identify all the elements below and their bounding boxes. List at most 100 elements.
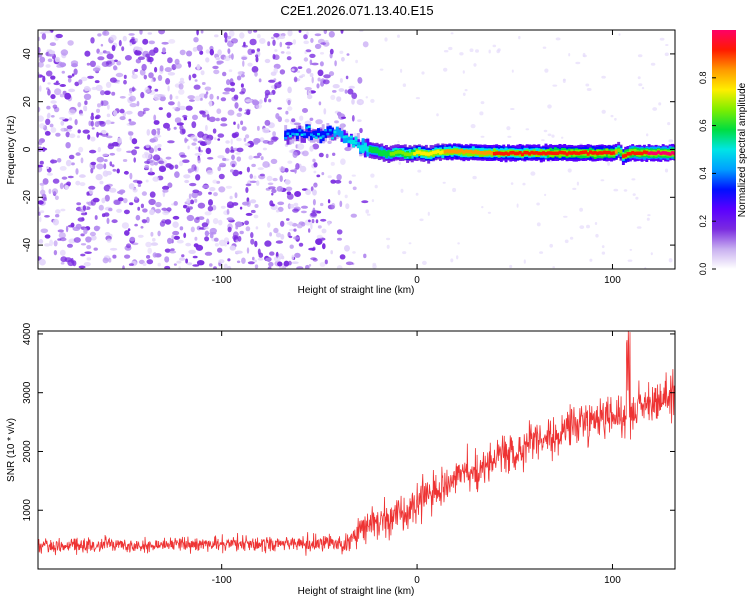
noise-speckle — [227, 109, 235, 116]
noise-speckle — [136, 100, 140, 107]
noise-speckle — [310, 212, 317, 217]
noise-speckle — [291, 68, 295, 72]
noise-speckle — [296, 70, 301, 73]
noise-speckle — [277, 201, 285, 206]
noise-speckle — [106, 217, 110, 224]
noise-speckle — [312, 258, 318, 262]
noise-speckle — [74, 119, 78, 126]
ridge-cell — [361, 138, 365, 148]
noise-speckle — [104, 194, 110, 202]
noise-speckle — [77, 102, 82, 108]
noise-speckle — [397, 34, 400, 38]
ridge-cell — [619, 149, 623, 154]
noise-speckle — [312, 189, 317, 196]
noise-speckle — [245, 183, 252, 187]
noise-speckle — [55, 209, 61, 215]
noise-speckle — [632, 193, 636, 196]
ridge-cell — [295, 135, 299, 140]
noise-speckle — [92, 197, 100, 203]
noise-speckle — [45, 118, 51, 126]
ridge-cell — [340, 123, 344, 136]
noise-speckle — [105, 81, 112, 88]
noise-speckle — [41, 147, 48, 151]
noise-speckle — [97, 56, 105, 61]
noise-speckle — [180, 154, 187, 158]
noise-speckle — [84, 50, 91, 57]
noise-speckle — [511, 69, 514, 73]
noise-speckle — [147, 32, 153, 35]
noise-speckle — [586, 224, 590, 229]
ridge-cell — [305, 124, 309, 129]
noise-speckle — [134, 50, 142, 56]
noise-speckle — [187, 168, 195, 173]
ridge-cell — [406, 152, 410, 156]
noise-speckle — [204, 230, 210, 237]
noise-speckle — [83, 227, 88, 235]
noise-speckle — [650, 252, 653, 256]
noise-speckle — [151, 128, 157, 136]
ridge-cell — [504, 151, 508, 155]
noise-speckle — [254, 264, 259, 269]
noise-speckle — [319, 61, 324, 67]
noise-speckle — [254, 71, 258, 77]
noise-speckle — [330, 250, 334, 255]
ridge-cell — [288, 130, 292, 135]
noise-speckle — [62, 118, 69, 122]
ridge-cell — [331, 132, 335, 141]
noise-speckle — [339, 200, 343, 207]
ridge-cell — [549, 151, 553, 155]
noise-speckle — [80, 76, 88, 82]
noise-speckle — [174, 63, 182, 69]
noise-speckle — [97, 33, 102, 37]
noise-speckle — [105, 119, 112, 125]
ridge-cell — [324, 131, 328, 136]
noise-speckle — [227, 48, 231, 54]
noise-speckle — [169, 250, 177, 254]
noise-speckle — [309, 53, 316, 59]
noise-speckle — [49, 159, 58, 164]
noise-speckle — [50, 127, 57, 133]
noise-speckle — [536, 222, 541, 227]
noise-speckle — [68, 154, 75, 160]
noise-speckle — [39, 56, 46, 63]
noise-speckle — [73, 237, 81, 243]
noise-speckle — [140, 226, 144, 229]
noise-speckle — [231, 154, 235, 161]
noise-speckle — [273, 256, 281, 262]
noise-speckle — [224, 38, 228, 43]
x-tick-label: -100 — [212, 275, 232, 286]
noise-speckle — [330, 179, 337, 184]
noise-speckle — [98, 51, 104, 55]
noise-speckle — [259, 137, 265, 143]
ridge-cell — [478, 150, 482, 155]
noise-speckle — [327, 199, 331, 204]
noise-speckle — [94, 215, 98, 220]
noise-speckle — [302, 150, 309, 157]
ridge-cell — [356, 143, 360, 148]
noise-speckle — [77, 135, 80, 139]
noise-speckle — [47, 82, 51, 85]
noise-speckle — [247, 30, 253, 34]
noise-speckle — [305, 189, 311, 196]
ridge-cell — [331, 137, 335, 140]
noise-speckle — [44, 215, 50, 218]
noise-speckle — [228, 54, 232, 59]
x-tick-label: 0 — [414, 575, 420, 586]
spectrogram-y-ticks: -40 -20 0 20 40 — [22, 48, 675, 252]
noise-speckle — [352, 251, 356, 254]
noise-speckle — [60, 120, 65, 126]
noise-speckle — [153, 93, 161, 101]
noise-speckle — [77, 129, 81, 134]
noise-speckle — [194, 198, 198, 203]
noise-speckle — [67, 77, 72, 83]
noise-speckle — [235, 250, 243, 254]
ridge-cell — [342, 130, 346, 139]
snr-x-ticks: -100 0 100 — [212, 331, 621, 586]
noise-speckle — [345, 203, 350, 210]
noise-speckle — [103, 212, 110, 217]
noise-speckle — [315, 219, 319, 224]
noise-speckle — [658, 102, 662, 106]
noise-speckle — [137, 110, 144, 117]
noise-speckle — [128, 121, 137, 126]
ridge-cell — [310, 136, 313, 141]
